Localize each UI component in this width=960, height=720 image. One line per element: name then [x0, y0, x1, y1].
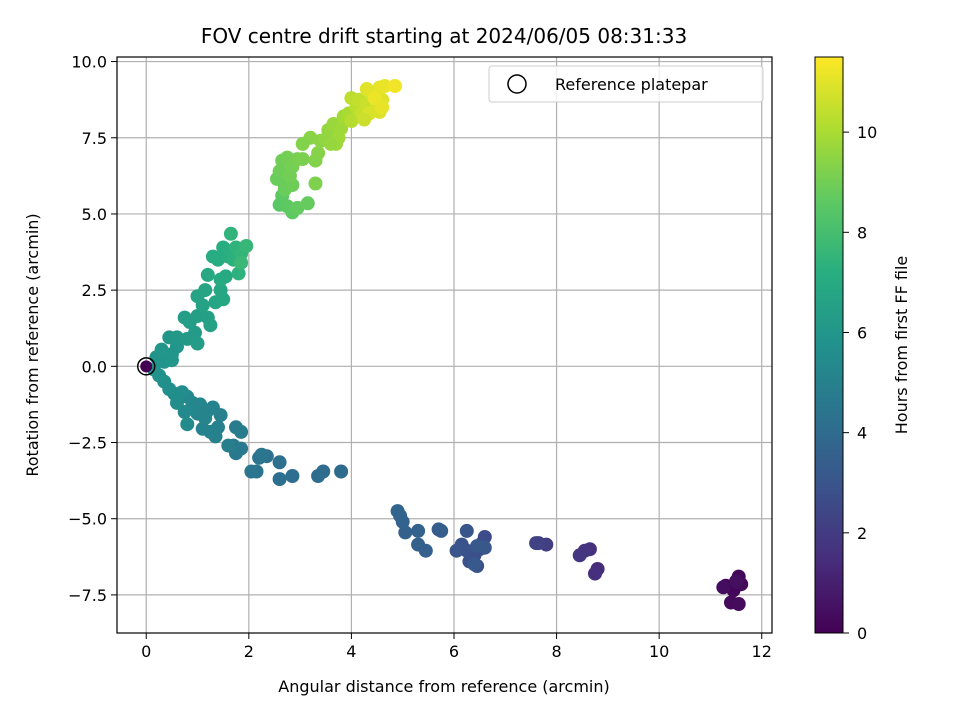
- y-tick-label: −2.5: [68, 434, 107, 453]
- y-axis-label: Rotation from reference (arcmin): [23, 213, 42, 476]
- colorbar-ticks: 0 2 4 6 8 10: [843, 123, 877, 643]
- x-tick-label: 12: [752, 642, 772, 661]
- scatter-point: [434, 523, 449, 538]
- scatter-point: [470, 539, 485, 554]
- scatter-point: [716, 580, 731, 595]
- y-tick-label: 10.0: [71, 53, 107, 72]
- scatter-point: [731, 597, 746, 611]
- y-tick-label: −5.0: [68, 510, 107, 529]
- scatter-point: [164, 353, 179, 368]
- scatter-point: [254, 447, 269, 462]
- scatter-point: [177, 405, 192, 419]
- scatter-point: [231, 266, 246, 281]
- scatter-point: [529, 536, 544, 551]
- scatter-point: [377, 79, 392, 93]
- x-axis-ticks: 0 2 4 6 8 10 12: [141, 633, 772, 661]
- colorbar-label: Hours from first FF file: [892, 256, 911, 435]
- x-tick-label: 2: [244, 642, 254, 661]
- scatter-point: [200, 267, 215, 282]
- scatter-point: [359, 82, 374, 96]
- colorbar-gradient: [814, 56, 844, 634]
- legend: Reference platepar: [488, 65, 764, 103]
- x-tick-label: 8: [551, 642, 561, 661]
- scatter-point: [588, 566, 602, 581]
- y-axis-ticks: −7.5 −5.0 −2.5 0.0 2.5 5.0 7.5 10.0: [68, 53, 117, 605]
- scatter-point: [300, 196, 315, 211]
- scatter-point: [285, 469, 300, 483]
- scatter-point: [154, 342, 169, 357]
- plot-frame: [116, 56, 773, 634]
- scatter-point: [180, 417, 195, 432]
- legend-box: [488, 65, 764, 103]
- scatter-point: [311, 146, 326, 160]
- scatter-point: [411, 537, 426, 552]
- y-tick-label: 2.5: [82, 281, 107, 300]
- colorbar-tick-label: 2: [857, 524, 867, 543]
- chart-title: FOV centre drift starting at 2024/06/05 …: [201, 24, 687, 48]
- scatter-point: [239, 239, 254, 253]
- scatter-point: [375, 100, 390, 115]
- x-gridlines: [145, 57, 763, 633]
- scatter-point: [308, 176, 323, 191]
- colorbar-tick-label: 6: [857, 323, 867, 342]
- colorbar-tick-label: 0: [857, 624, 867, 643]
- scatter-point: [357, 112, 372, 127]
- scatter-point: [388, 79, 402, 93]
- scatter-point: [282, 168, 297, 183]
- scatter-point: [449, 543, 464, 558]
- colorbar: 0 2 4 6 8 10 Hours from first FF file: [814, 56, 911, 643]
- reference-start-point: [140, 360, 153, 373]
- scatter-point: [190, 309, 205, 323]
- reference-platepar-marker: [136, 357, 156, 376]
- x-axis-label: Angular distance from reference (arcmin): [278, 677, 609, 696]
- scatter-point: [467, 557, 482, 572]
- scatter-point: [344, 114, 359, 128]
- x-tick-label: 10: [649, 642, 669, 661]
- scatter-point: [218, 269, 233, 284]
- scatter-point: [188, 325, 202, 340]
- scatter-point: [177, 310, 192, 325]
- scatter-point: [221, 438, 236, 453]
- scatter-point: [234, 424, 249, 439]
- colorbar-tick-label: 8: [857, 223, 867, 242]
- scatter-point: [272, 472, 287, 487]
- colorbar-tick-label: 10: [857, 123, 877, 142]
- scatter-point: [203, 318, 218, 333]
- scatter-point: [190, 336, 205, 351]
- scatter-point: [216, 292, 231, 307]
- scatter-point: [729, 574, 744, 589]
- scatter-point: [367, 91, 382, 106]
- scatter-point: [295, 136, 310, 151]
- y-tick-label: 5.0: [82, 205, 107, 224]
- scatter-point: [398, 525, 413, 540]
- x-tick-label: 6: [449, 642, 459, 661]
- scatter-point: [205, 400, 220, 415]
- scatter-points: [140, 79, 749, 611]
- colorbar-tick-label: 4: [857, 424, 867, 443]
- scatter-point: [195, 421, 210, 436]
- scatter-point: [223, 226, 238, 241]
- scatter-point: [170, 330, 184, 345]
- legend-marker-reference: [507, 74, 527, 94]
- x-tick-label: 0: [141, 642, 151, 661]
- scatter-point: [244, 464, 259, 479]
- scatter-point: [272, 455, 287, 470]
- scatter-point: [234, 255, 249, 270]
- scatter-point: [295, 152, 310, 167]
- scatter-point: [572, 548, 587, 563]
- scatter-point: [198, 283, 213, 298]
- y-tick-label: 7.5: [82, 129, 107, 148]
- scatter-point: [334, 464, 349, 479]
- legend-label-reference: Reference platepar: [555, 75, 708, 94]
- scatter-point: [205, 249, 220, 264]
- x-tick-label: 4: [346, 642, 356, 661]
- scatter-point: [390, 504, 405, 519]
- scatter-point: [459, 523, 474, 538]
- y-tick-label: 0.0: [82, 357, 107, 376]
- y-tick-label: −7.5: [68, 586, 107, 605]
- scatter-point: [323, 136, 338, 151]
- scatter-point: [311, 469, 326, 483]
- scatter-point: [411, 523, 426, 538]
